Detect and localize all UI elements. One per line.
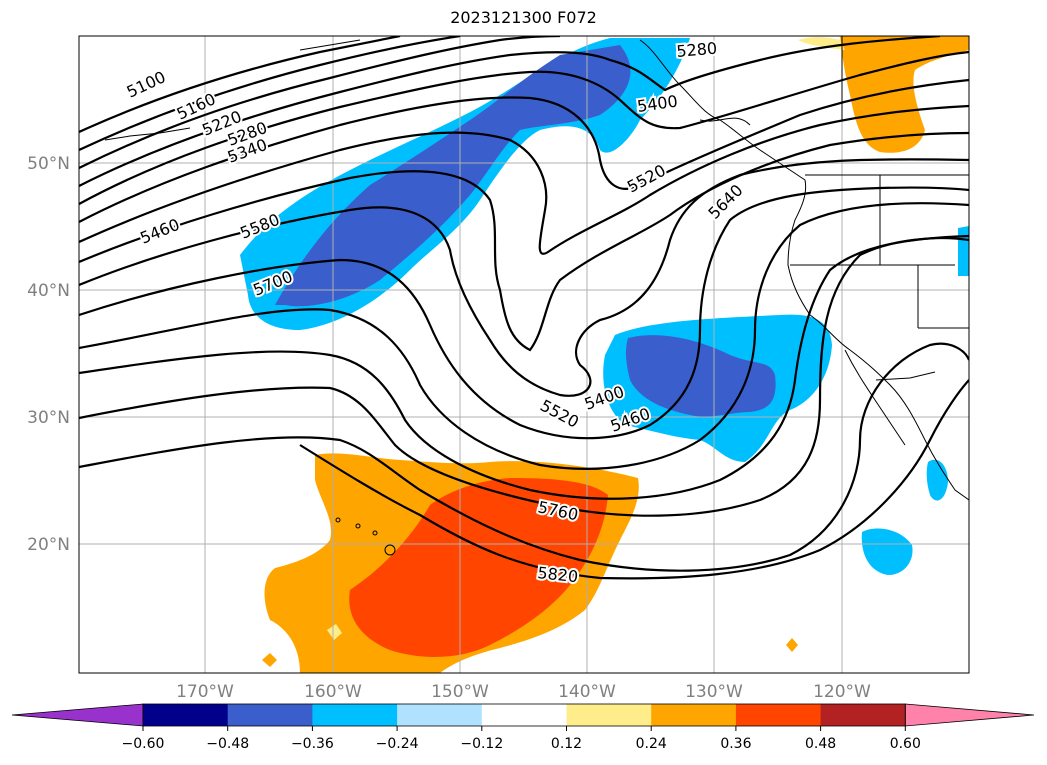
- longitude-labels: 170°W 160°W 150°W 140°W 130°W 120°W: [176, 682, 871, 702]
- colorbar-tick-label: 0.48: [805, 736, 836, 752]
- map-frame: [78, 35, 970, 674]
- colorbar-segment: [566, 704, 652, 726]
- height-contours: [79, 36, 969, 580]
- colorbar-segment: [820, 704, 906, 726]
- colorbar-segment: [143, 704, 229, 726]
- lat-label-40n: 40°N: [27, 281, 70, 301]
- coastlines: [104, 36, 969, 556]
- lon-label-140w: 140°W: [558, 682, 616, 702]
- colorbar-segment: [651, 704, 737, 726]
- colorbar-tick-label: 0.12: [551, 736, 582, 752]
- colorbar-segment: [227, 704, 313, 726]
- colorbar-tick-label: −0.48: [206, 736, 249, 752]
- negative-anomaly-small-patches: [861, 226, 969, 575]
- colorbar-tick-label: 0.24: [636, 736, 667, 752]
- lon-label-170w: 170°W: [176, 682, 234, 702]
- contour-labels: 5100 5160 5220 5280 5340 5460 5580 5700 …: [122, 37, 749, 589]
- colorbar-extend-min: [11, 703, 144, 727]
- lat-label-30n: 30°N: [27, 408, 70, 428]
- colorbar-extend-max: [904, 703, 1035, 727]
- colorbar-tick-label: −0.36: [291, 736, 334, 752]
- colorbar: −0.60 −0.48 −0.36 −0.24 −0.12 0.12 0.24 0.36 0.4…: [11, 703, 1035, 752]
- lat-label-20n: 20°N: [27, 535, 70, 555]
- colorbar-segment: [481, 704, 567, 726]
- colorbar-tick-label: −0.12: [460, 736, 503, 752]
- map-title: 2023121300 F072: [450, 8, 597, 27]
- colorbar-segment: [735, 704, 822, 726]
- contour-label-5820: 5820: [537, 563, 579, 586]
- colorbar-segment: [397, 704, 483, 726]
- colorbar-tick-label: −0.24: [376, 736, 419, 752]
- colorbar-tick-label: 0.60: [890, 736, 921, 752]
- lon-label-150w: 150°W: [431, 682, 489, 702]
- colorbar-tick-label: −0.60: [122, 736, 165, 752]
- positive-anomaly-subtropical: [262, 453, 798, 673]
- colorbar-segment: [312, 704, 398, 726]
- colorbar-outline: [142, 703, 906, 727]
- lon-label-130w: 130°W: [685, 682, 743, 702]
- contour-label-5280-north: 5280: [676, 39, 718, 61]
- lon-label-120w: 120°W: [813, 682, 871, 702]
- lat-label-50n: 50°N: [27, 154, 70, 174]
- colorbar-tick-label: 0.36: [720, 736, 751, 752]
- lon-label-160w: 160°W: [304, 682, 362, 702]
- latitude-labels: 50°N 40°N 30°N 20°N: [27, 154, 70, 555]
